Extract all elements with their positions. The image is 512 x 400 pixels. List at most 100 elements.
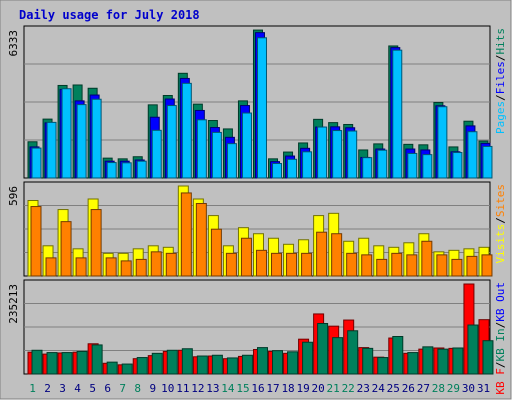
- bar-sites-day-18: [286, 252, 298, 277]
- bar-pages-day-21: [332, 130, 343, 179]
- bar-pages-day-3: [61, 88, 72, 179]
- day-label: 10: [161, 382, 174, 395]
- hits-files-pages-panel: 6333 Pages/Files/Hits: [7, 25, 507, 179]
- bar-kb-in-day-23: [362, 347, 374, 375]
- bar-sites-day-19: [301, 252, 313, 277]
- bar-sites-day-23: [361, 254, 373, 277]
- bar-kb-in-day-22: [347, 330, 359, 375]
- bar-pages-day-15: [241, 112, 252, 179]
- y-max-label: 6333: [7, 30, 20, 57]
- bar-kb-in-day-20: [317, 322, 329, 375]
- bar-kb-in-day-16: [256, 347, 268, 375]
- bar-kb-in-day-25: [392, 336, 404, 375]
- bar-kb-in-day-10: [166, 349, 178, 375]
- day-label: 15: [236, 382, 249, 395]
- bar-pages-day-23: [362, 157, 373, 179]
- bar-kb-in-day-15: [241, 354, 253, 375]
- bar-sites-day-11: [180, 192, 192, 277]
- legend-entry: Sites: [494, 184, 507, 217]
- bar-sites-day-3: [60, 221, 72, 277]
- legend-entry: Files: [494, 61, 507, 94]
- bar-sites-day-16: [255, 249, 267, 277]
- bar-pages-day-1: [31, 147, 42, 179]
- bar-pages-day-10: [166, 105, 177, 179]
- day-label: 6: [104, 382, 111, 395]
- bar-kb-in-day-9: [151, 352, 163, 375]
- bar-pages-day-29: [452, 152, 463, 179]
- legend-entry: /: [494, 362, 507, 369]
- bar-pages-day-26: [407, 152, 418, 179]
- bar-kb-in-day-30: [467, 324, 479, 375]
- bar-kb-in-day-26: [407, 352, 419, 375]
- legend-entry: Hits: [494, 28, 507, 55]
- bar-kb-in-day-5: [91, 344, 103, 375]
- bar-sites-day-7: [120, 260, 132, 277]
- bar-sites-day-10: [165, 252, 177, 277]
- bar-sites-day-1: [30, 206, 42, 277]
- bar-sites-day-5: [90, 209, 102, 277]
- bar-sites-day-30: [466, 255, 478, 277]
- visits-sites-panel: 596 Visits/Sites: [7, 181, 507, 277]
- day-label: 26: [402, 382, 415, 395]
- day-label: 2: [44, 382, 51, 395]
- day-label: 5: [89, 382, 96, 395]
- panel-legend: KB F/KB In/KB Out: [494, 282, 507, 395]
- bar-kb-in-day-14: [226, 357, 238, 375]
- bar-sites-day-20: [316, 231, 328, 277]
- bar-kb-in-day-13: [211, 354, 223, 375]
- legend-entry: KB In: [494, 328, 507, 361]
- bar-sites-day-13: [210, 228, 222, 277]
- bar-pages-day-17: [272, 163, 283, 179]
- legend-entry: Pages: [494, 101, 507, 134]
- bar-sites-day-26: [406, 254, 418, 277]
- bar-sites-day-17: [271, 252, 283, 277]
- bar-kb-in-day-4: [76, 350, 88, 375]
- bar-sites-day-2: [45, 257, 57, 277]
- day-label: 8: [134, 382, 141, 395]
- day-label: 16: [251, 382, 264, 395]
- bar-kb-in-day-21: [332, 337, 344, 375]
- day-label: 1: [29, 382, 36, 395]
- bar-kb-in-day-8: [136, 357, 148, 375]
- panel-legend: Visits/Sites: [494, 184, 507, 264]
- bar-sites-day-29: [451, 258, 463, 277]
- bar-pages-day-16: [256, 37, 267, 179]
- day-label: 29: [447, 382, 460, 395]
- bar-kb-in-day-18: [287, 351, 299, 375]
- bar-pages-day-9: [151, 129, 162, 179]
- day-label: 3: [59, 382, 66, 395]
- day-label: 21: [327, 382, 340, 395]
- day-label: 30: [462, 382, 475, 395]
- legend-entry: /: [494, 217, 507, 224]
- bar-kb-in-day-27: [422, 346, 434, 375]
- bar-kb-in-day-12: [196, 355, 208, 375]
- day-label: 22: [342, 382, 355, 395]
- bar-pages-day-13: [211, 131, 222, 179]
- day-label: 17: [266, 382, 279, 395]
- y-max-label: 596: [7, 186, 20, 206]
- bar-pages-day-4: [76, 104, 87, 179]
- bar-sites-day-4: [75, 257, 87, 277]
- bar-pages-day-24: [377, 149, 388, 179]
- bar-sites-day-21: [331, 233, 343, 277]
- chart-title: Daily usage for July 2018: [19, 8, 200, 22]
- bar-pages-day-6: [106, 162, 117, 179]
- day-label: 23: [357, 382, 370, 395]
- legend-entry: /: [494, 322, 507, 329]
- bar-kb-in-day-11: [181, 348, 193, 375]
- day-label: 28: [432, 382, 445, 395]
- legend-entry: KB F: [494, 368, 507, 395]
- bar-pages-day-19: [302, 151, 313, 179]
- bar-sites-day-8: [135, 258, 147, 277]
- bar-pages-day-22: [347, 130, 358, 179]
- bar-sites-day-22: [346, 252, 358, 277]
- bar-sites-day-31: [481, 254, 493, 277]
- legend-entry: Visits: [494, 224, 507, 264]
- day-label: 19: [296, 382, 309, 395]
- panel-legend: Pages/Files/Hits: [494, 28, 507, 134]
- bar-kb-in-day-1: [31, 349, 43, 375]
- day-label: 20: [312, 382, 325, 395]
- bar-pages-day-31: [482, 145, 493, 179]
